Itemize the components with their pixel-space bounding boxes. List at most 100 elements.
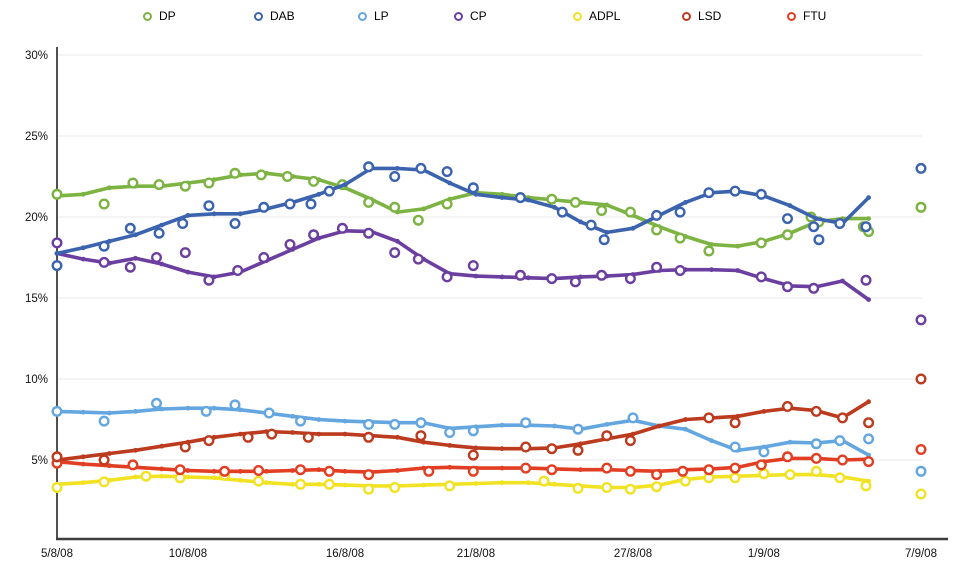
- trend-node-FTU: [447, 464, 453, 470]
- trend-node-FTU: [159, 466, 165, 472]
- poll-marker-DP: [624, 206, 636, 218]
- trend-node-FTU: [290, 468, 295, 473]
- legend-ring-icon: [682, 11, 691, 21]
- poll-marker-DAB: [51, 260, 63, 272]
- poll-marker-LSD: [203, 435, 215, 447]
- poll-marker-ADPL: [295, 478, 307, 490]
- trend-node-CP: [840, 278, 845, 284]
- poll-marker-DAB: [284, 198, 296, 210]
- poll-marker-CP: [258, 251, 270, 263]
- legend-ring-icon: [573, 11, 582, 21]
- trend-node-LP: [211, 405, 217, 411]
- poll-marker-LSD: [863, 417, 875, 429]
- trend-line-CP: [55, 229, 871, 302]
- poll-marker-CP: [203, 274, 215, 286]
- trend-node-CP: [473, 273, 479, 279]
- trend-node-LSD: [80, 454, 86, 460]
- trend-node-DAB: [342, 182, 348, 188]
- x-tick-label-21-8-08: 21/8/08: [457, 548, 495, 560]
- trend-node-CP: [709, 267, 714, 273]
- poll-marker-ADPL: [784, 469, 796, 481]
- trend-node-DAB: [630, 225, 636, 231]
- poll-marker-CP: [284, 238, 296, 250]
- trend-node-ADPL: [264, 480, 269, 486]
- poll-marker-DP: [441, 198, 453, 210]
- poll-marker-CP: [467, 260, 479, 272]
- x-tick-label-27-8-08: 27/8/08: [614, 548, 652, 560]
- poll-marker-FTU: [651, 469, 663, 481]
- final-result-marker-CP: [915, 314, 927, 326]
- poll-marker-LP: [51, 405, 63, 417]
- poll-marker-CP: [514, 269, 526, 281]
- trend-node-LP: [316, 417, 322, 422]
- poll-marker-DAB: [258, 201, 270, 213]
- trend-node-DP: [107, 185, 112, 191]
- poll-marker-ADPL: [624, 483, 636, 495]
- x-tick-label-7-9-08: 7/9/08: [905, 548, 937, 560]
- poll-marker-ADPL: [651, 481, 663, 493]
- poll-marker-DP: [363, 196, 375, 208]
- trend-node-DAB: [787, 203, 793, 209]
- poll-marker-FTU: [624, 465, 636, 477]
- poll-marker-DAB: [363, 161, 375, 173]
- poll-marker-DP: [308, 175, 320, 187]
- trend-node-CP: [866, 297, 871, 302]
- poll-marker-DP: [412, 214, 424, 226]
- legend-label: DP: [159, 9, 176, 23]
- poll-marker-CP: [441, 271, 453, 283]
- trend-node-LP: [709, 438, 714, 443]
- poll-marker-LP: [363, 418, 375, 430]
- poll-marker-DAB: [651, 209, 663, 221]
- legend-label: LSD: [698, 9, 722, 23]
- trend-node-DAB: [316, 191, 322, 197]
- trend-node-LSD: [683, 417, 688, 422]
- poll-marker-DP: [674, 232, 686, 244]
- poll-marker-DAB: [177, 217, 189, 229]
- poll-marker-FTU: [174, 464, 186, 476]
- trend-node-DAB: [107, 238, 112, 244]
- trend-node-FTU: [316, 467, 322, 473]
- poll-marker-ADPL: [444, 480, 456, 492]
- trend-node-CP: [80, 256, 86, 262]
- legend-label: ADPL: [589, 9, 621, 23]
- trend-node-DP: [80, 191, 86, 197]
- trend-node-LP: [237, 407, 243, 413]
- poll-marker-DP: [782, 229, 794, 241]
- trend-node-DP: [499, 191, 505, 197]
- poll-marker-LSD: [729, 417, 741, 429]
- trend-node-LSD: [761, 409, 767, 414]
- trend-node-DAB: [866, 195, 871, 201]
- poll-marker-LSD: [810, 405, 822, 417]
- poll-marker-ADPL: [679, 475, 691, 487]
- poll-marker-FTU: [323, 465, 335, 477]
- poll-marker-DP: [596, 204, 608, 216]
- trend-node-LSD: [447, 443, 453, 448]
- poll-marker-CP: [546, 273, 558, 285]
- trend-line-DP: [55, 171, 871, 248]
- trend-node-ADPL: [185, 474, 191, 480]
- poll-marker-CP: [336, 222, 348, 234]
- poll-marker-DAB: [782, 213, 794, 225]
- poll-marker-LSD: [415, 430, 427, 442]
- trend-node-ADPL: [499, 480, 505, 486]
- poll-marker-FTU: [363, 469, 375, 481]
- trend-node-FTU: [211, 468, 217, 474]
- poll-marker-DP: [255, 169, 267, 181]
- trend-node-LSD: [237, 431, 243, 437]
- trend-node-ADPL: [80, 480, 86, 486]
- poll-marker-LSD: [546, 443, 558, 455]
- poll-marker-DAB: [229, 217, 241, 229]
- trend-node-LP: [185, 405, 191, 411]
- poll-marker-LP: [810, 438, 822, 450]
- legend-label: LP: [374, 9, 389, 23]
- legend-ring-icon: [787, 11, 796, 21]
- trend-node-FTU: [499, 465, 505, 471]
- poll-marker-LP: [572, 423, 584, 435]
- poll-marker-CP: [808, 282, 820, 294]
- trend-node-DP: [866, 216, 871, 222]
- poll-marker-DAB: [441, 166, 453, 178]
- poll-marker-DAB: [98, 240, 110, 252]
- trend-node-DAB: [237, 211, 243, 217]
- poll-marker-LP: [729, 441, 741, 453]
- poll-marker-ADPL: [389, 482, 401, 494]
